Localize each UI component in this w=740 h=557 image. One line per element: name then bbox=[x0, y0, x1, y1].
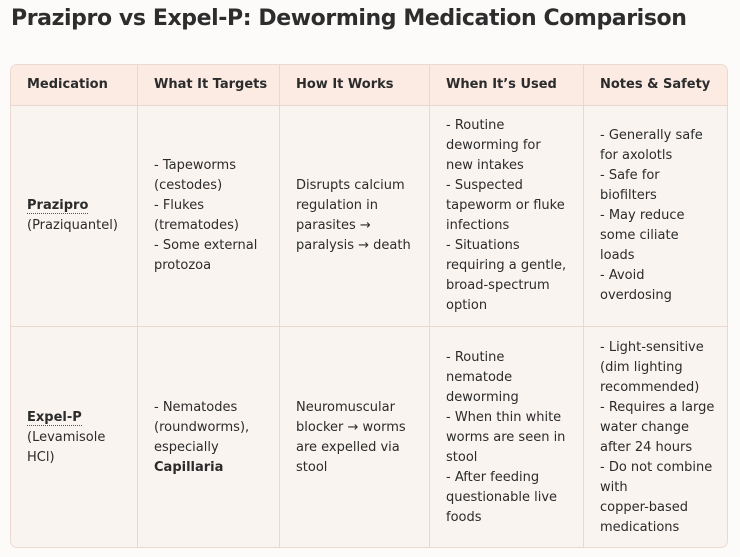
list-item: (trematodes) bbox=[154, 218, 240, 233]
list-item: are expelled via bbox=[296, 440, 400, 455]
list-item: - Flukes bbox=[154, 198, 204, 213]
medication-name: Prazipro bbox=[27, 198, 89, 214]
list-item: medications bbox=[600, 520, 680, 535]
column-divider bbox=[583, 65, 584, 547]
list-item: loads bbox=[600, 248, 635, 263]
list-item: - Routine bbox=[446, 350, 505, 365]
list-item-emphasis: Capillaria bbox=[154, 460, 224, 475]
header-when: When It’s Used bbox=[446, 77, 557, 92]
list-item: with bbox=[600, 480, 628, 495]
list-item: copper-based bbox=[600, 500, 689, 515]
generic-name: (Praziquantel) bbox=[27, 218, 118, 233]
page-title: Prazipro vs Expel-P: Deworming Medicatio… bbox=[11, 6, 687, 31]
list-item: - Tapeworms bbox=[154, 158, 236, 173]
list-item: stool bbox=[446, 450, 478, 465]
list-item: some ciliate bbox=[600, 228, 679, 243]
list-item: biofilters bbox=[600, 188, 657, 203]
list-item: broad-spectrum bbox=[446, 278, 550, 293]
column-divider bbox=[137, 65, 138, 547]
list-item: - Light-sensitive bbox=[600, 340, 704, 355]
list-item: for axolotls bbox=[600, 148, 673, 163]
list-item: foods bbox=[446, 510, 482, 525]
list-item: - Nematodes bbox=[154, 400, 238, 415]
list-item: - Safe for bbox=[600, 168, 660, 183]
list-item: - Suspected bbox=[446, 178, 523, 193]
list-item: - May reduce bbox=[600, 208, 685, 223]
list-item: overdosing bbox=[600, 288, 672, 303]
column-divider bbox=[279, 65, 280, 547]
table-row-prazipro-targets: - Tapeworms (cestodes) - Flukes (tremato… bbox=[138, 106, 280, 326]
list-item: paralysis → death bbox=[296, 238, 411, 253]
table-row-expelp-how: Neuromuscular blocker → worms are expell… bbox=[280, 327, 430, 547]
list-item: questionable live bbox=[446, 490, 558, 505]
list-item: recommended) bbox=[600, 380, 700, 395]
list-item: tapeworm or fluke bbox=[446, 198, 565, 213]
list-item: deworming bbox=[446, 390, 519, 405]
list-item: after 24 hours bbox=[600, 440, 693, 455]
list-item: water change bbox=[600, 420, 690, 435]
header-row bbox=[11, 65, 727, 105]
list-item: - Avoid bbox=[600, 268, 645, 283]
row-divider bbox=[11, 105, 727, 106]
list-item: stool bbox=[296, 460, 328, 475]
list-item: parasites → bbox=[296, 218, 371, 233]
list-item: option bbox=[446, 298, 488, 313]
list-item: (dim lighting bbox=[600, 360, 683, 375]
header-medication: Medication bbox=[27, 77, 108, 92]
list-item: (cestodes) bbox=[154, 178, 223, 193]
table-row-prazipro-medication: Prazipro (Praziquantel) bbox=[11, 106, 138, 326]
list-item: - Situations bbox=[446, 238, 520, 253]
table-row-prazipro-notes: - Generally safe for axolotls - Safe for… bbox=[584, 106, 727, 326]
table-row-prazipro-how: Disrupts calcium regulation in parasites… bbox=[280, 106, 430, 326]
table-row-expelp-when: - Routine nematode deworming - When thin… bbox=[430, 327, 584, 547]
list-item: regulation in bbox=[296, 198, 379, 213]
table-row-expelp-targets: - Nematodes (roundworms), especially Cap… bbox=[138, 327, 280, 547]
list-item: nematode bbox=[446, 370, 513, 385]
list-item: deworming for bbox=[446, 138, 541, 153]
row-divider bbox=[11, 326, 727, 327]
list-item: - Generally safe bbox=[600, 128, 703, 143]
list-item: - Requires a large bbox=[600, 400, 715, 415]
list-item: worms are seen in bbox=[446, 430, 566, 445]
list-item: new intakes bbox=[446, 158, 524, 173]
list-item: - Routine bbox=[446, 118, 505, 133]
table-row-expelp-medication: Expel-P (Levamisole HCl) bbox=[11, 327, 138, 547]
list-item: blocker → worms bbox=[296, 420, 406, 435]
table-row-prazipro-when: - Routine deworming for new intakes - Su… bbox=[430, 106, 584, 326]
header-how: How It Works bbox=[296, 77, 394, 92]
list-item: - After feeding bbox=[446, 470, 540, 485]
list-item: - Do not combine bbox=[600, 460, 713, 475]
list-item: protozoa bbox=[154, 258, 212, 273]
comparison-table: Medication What It Targets How It Works … bbox=[10, 64, 728, 548]
header-targets: What It Targets bbox=[154, 77, 268, 92]
table-row-expelp-notes: - Light-sensitive (dim lighting recommen… bbox=[584, 327, 727, 547]
list-item: Neuromuscular bbox=[296, 400, 395, 415]
generic-name: HCl) bbox=[27, 450, 55, 465]
header-notes: Notes & Safety bbox=[600, 77, 711, 92]
generic-name: (Levamisole bbox=[27, 430, 106, 445]
medication-name: Expel-P bbox=[27, 410, 82, 426]
list-item: (roundworms), bbox=[154, 420, 250, 435]
list-item: requiring a gentle, bbox=[446, 258, 567, 273]
list-item: - Some external bbox=[154, 238, 258, 253]
column-divider bbox=[429, 65, 430, 547]
list-item: Disrupts calcium bbox=[296, 178, 405, 193]
list-item: especially bbox=[154, 440, 219, 455]
list-item: infections bbox=[446, 218, 510, 233]
list-item: - When thin white bbox=[446, 410, 562, 425]
